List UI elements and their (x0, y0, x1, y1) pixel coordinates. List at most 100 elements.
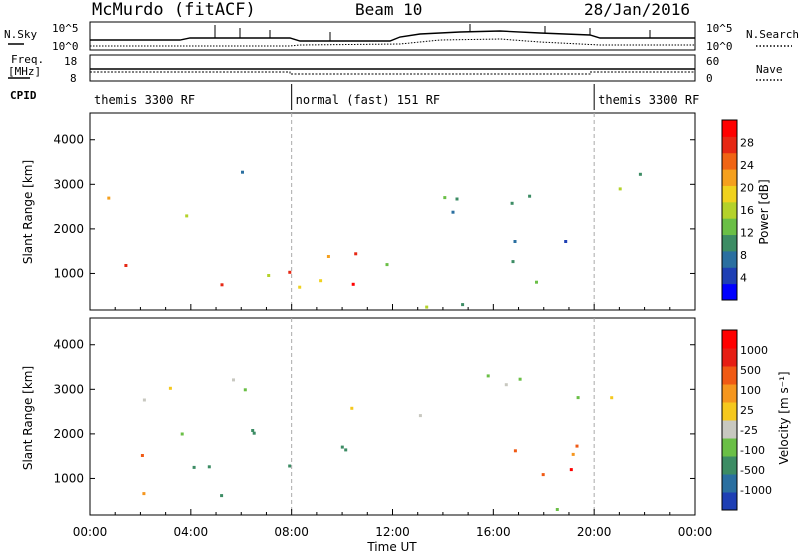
velocity-heatmap (140, 318, 614, 515)
range-cell (385, 263, 389, 267)
colorbar-tick: 4 (740, 272, 747, 285)
colorbar-swatch (722, 201, 737, 219)
range-cell (418, 414, 422, 418)
velocity-y-label: Slant Range [km] (21, 366, 35, 470)
cpid-segment-0: themis 3300 RF (94, 93, 195, 107)
range-cell (455, 197, 459, 201)
noise-sky-line (90, 30, 695, 42)
colorbar-swatch (722, 438, 737, 457)
range-cell (576, 396, 580, 400)
range-cell (340, 445, 344, 449)
colorbar-tick: 20 (740, 182, 754, 195)
colorbar-swatch (722, 402, 737, 421)
colorbar-swatch (722, 420, 737, 439)
freq-label-1: Freq. (11, 53, 44, 66)
range-cell (564, 240, 568, 243)
velocity-panel-frame (89, 317, 696, 516)
range-cell (351, 282, 355, 286)
power-colorbar-label: Power [dB] (757, 179, 771, 244)
range-cell (142, 492, 146, 496)
y-tick-label: 1000 (53, 266, 84, 280)
range-cell (107, 196, 111, 200)
colorbar-swatch (722, 330, 737, 349)
range-cell (638, 172, 642, 176)
range-cell (610, 396, 614, 400)
power-y-axis: 1000 2000 3000 4000 (53, 133, 696, 310)
range-cell (180, 432, 184, 436)
colorbar-frame (721, 329, 738, 511)
cpid-segment-2: themis 3300 RF (598, 93, 699, 107)
colorbar-swatch (722, 456, 737, 475)
colorbar-swatch (722, 234, 737, 252)
colorbar-tick: 1000 (740, 344, 768, 357)
nave-label: Nave (756, 63, 783, 76)
nave-tick-bottom: 0 (706, 72, 713, 85)
colorbar-tick: 16 (740, 204, 754, 217)
colorbar-swatch (722, 366, 737, 385)
range-cell (288, 464, 292, 468)
colorbar-swatch (722, 474, 737, 493)
station-title: McMurdo (fitACF) (92, 0, 256, 20)
y-tick-label: 3000 (53, 177, 84, 191)
colorbar-swatch (722, 120, 737, 137)
range-cell (168, 386, 172, 390)
range-cell (288, 270, 292, 274)
range-cell (510, 201, 514, 205)
cpid-segments: themis 3300 RF normal (fast) 151 RF themis… (94, 84, 699, 110)
time-axis: 00:00 04:00 08:00 12:00 16:00 20:00 00:00 (73, 525, 713, 539)
nave-tick-top: 60 (706, 55, 719, 68)
noise-left-tick-top: 10^5 (52, 22, 79, 35)
range-cell (513, 240, 517, 243)
x-tick-label: 00:00 (678, 525, 713, 539)
colorbar-tick: 100 (740, 384, 761, 397)
range-cell (518, 377, 522, 381)
colorbar-tick: -25 (740, 424, 758, 437)
range-cell (243, 388, 247, 392)
y-tick-label: 2000 (53, 427, 84, 441)
colorbar-swatch (722, 283, 737, 301)
y-tick-label: 4000 (53, 338, 84, 352)
range-cell (504, 383, 508, 387)
y-tick-label: 3000 (53, 382, 84, 396)
colorbar-tick: 28 (740, 137, 754, 150)
range-cell (541, 473, 545, 477)
colorbar-frame (721, 119, 738, 301)
range-cell (140, 454, 144, 457)
colorbar-swatch (722, 169, 737, 186)
range-cell (326, 255, 330, 258)
colorbar-tick: -1000 (740, 484, 772, 497)
power-heatmap (107, 113, 642, 310)
nave-line (90, 71, 695, 75)
noise-panel-frame (89, 21, 696, 51)
range-cell (535, 280, 538, 284)
colorbar-swatch (722, 492, 737, 511)
colorbar-swatch (722, 348, 737, 367)
x-tick-label: 04:00 (174, 525, 209, 539)
noise-search-label: N.Search (746, 28, 799, 41)
colorbar-tick: -500 (740, 464, 765, 477)
range-cell (232, 378, 235, 382)
y-tick-label: 2000 (53, 222, 84, 236)
range-cell (220, 494, 224, 498)
colorbar-tick: 500 (740, 364, 761, 377)
range-cell (319, 279, 323, 283)
range-cell (344, 448, 348, 452)
date-title: 28/Jan/2016 (584, 0, 690, 19)
velocity-y-axis: 1000 2000 3000 4000 (53, 338, 696, 515)
range-cell (461, 303, 465, 307)
range-cell (513, 449, 517, 453)
noise-sky-label: N.Sky (4, 28, 37, 41)
noise-right-tick-bottom: 10^0 (706, 40, 733, 53)
colorbar-tick: -100 (740, 444, 765, 457)
range-cell (207, 465, 211, 469)
range-cell (142, 398, 146, 402)
power-y-label: Slant Range [km] (21, 160, 35, 264)
range-cell (528, 194, 532, 198)
colorbar-swatch (722, 267, 737, 285)
range-cell (486, 374, 490, 378)
range-cell (575, 444, 579, 448)
range-cell (220, 283, 224, 287)
cpid-segment-1: normal (fast) 151 RF (296, 93, 441, 107)
power-colorbar: 4 8 12 16 20 24 28 (721, 119, 754, 301)
